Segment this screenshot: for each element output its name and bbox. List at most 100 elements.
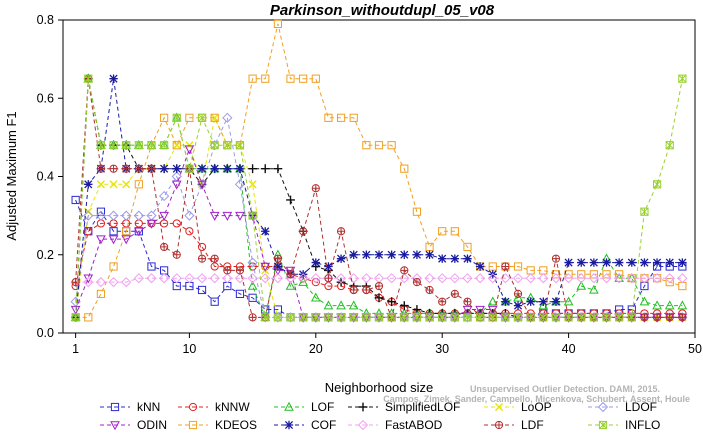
data-point-kdeos xyxy=(172,141,181,150)
data-point-knn xyxy=(197,285,207,295)
x-tick-label: 1 xyxy=(72,342,79,356)
legend-item-cof: COF xyxy=(274,418,336,432)
data-point-cof xyxy=(412,250,422,259)
data-point-kdeos xyxy=(109,262,118,271)
data-point-cof xyxy=(665,258,674,267)
data-point-cof xyxy=(602,258,611,267)
data-point-ldf xyxy=(551,254,561,263)
data-point-inflo xyxy=(160,141,169,150)
data-point-lof xyxy=(487,296,498,306)
data-point-ldf xyxy=(463,297,472,306)
data-point-fastabod xyxy=(386,273,397,284)
x-tick-label: 10 xyxy=(182,342,196,356)
data-point-inflo xyxy=(564,313,573,322)
data-point-ldof xyxy=(234,179,246,190)
data-point-cof xyxy=(324,262,333,271)
data-point-odin xyxy=(235,211,245,221)
data-point-fastabod xyxy=(348,273,359,284)
data-point-ldf xyxy=(248,313,257,322)
data-point-lof xyxy=(285,280,296,290)
data-point-kdeos xyxy=(425,242,434,252)
legend-item-lof: LOF xyxy=(274,400,334,414)
data-point-knnw xyxy=(210,262,219,271)
data-point-cof xyxy=(678,258,687,267)
data-point-odin xyxy=(83,274,94,284)
data-point-kdeos xyxy=(412,207,422,216)
data-point-cof xyxy=(589,258,599,267)
data-point-inflo xyxy=(438,313,447,322)
data-point-fastabod xyxy=(361,273,372,284)
data-point-knn xyxy=(147,262,156,271)
legend-label: ODIN xyxy=(137,418,167,432)
data-point-kdeos xyxy=(615,270,624,279)
data-point-fastabod xyxy=(651,273,663,284)
data-point-cof xyxy=(387,250,396,259)
series-knnw xyxy=(71,219,687,318)
data-point-ldf xyxy=(210,254,219,263)
data-point-inflo xyxy=(109,141,118,150)
data-point-inflo xyxy=(412,313,422,322)
series-inflo xyxy=(71,74,687,322)
legend-label: LoOP xyxy=(521,400,552,414)
data-point-ldf xyxy=(336,227,346,236)
data-point-ldf xyxy=(349,285,358,295)
data-point-inflo xyxy=(665,141,674,150)
data-point-inflo xyxy=(336,313,346,322)
data-point-cof xyxy=(627,258,636,267)
series-fastabod xyxy=(70,273,688,288)
y-axis-label: Adjusted Maximum F1 xyxy=(4,111,19,240)
data-point-lof xyxy=(323,300,334,310)
data-point-kdeos xyxy=(336,113,346,122)
data-point-ldf xyxy=(273,254,282,263)
data-point-knnw xyxy=(185,227,194,236)
data-point-ldf xyxy=(513,289,523,298)
data-point-lof xyxy=(247,280,258,290)
data-point-inflo xyxy=(551,313,561,322)
data-point-lof xyxy=(639,296,650,306)
data-point-cof xyxy=(336,254,346,263)
legend-marker xyxy=(284,420,294,430)
legend-label: KDEOS xyxy=(215,418,257,432)
legend-item-ldof: LDOF xyxy=(588,400,657,414)
credit-line-1: Unsupervised Outlier Detection. DAMI, 20… xyxy=(470,384,660,394)
x-tick-label: 40 xyxy=(562,342,576,356)
data-point-cof xyxy=(614,258,624,267)
data-point-ldf xyxy=(425,285,434,295)
data-point-cof xyxy=(438,254,447,263)
data-point-kdeos xyxy=(286,74,295,83)
data-point-inflo xyxy=(122,141,131,150)
data-point-fastabod xyxy=(576,273,587,284)
data-point-lof xyxy=(336,300,346,310)
data-point-ldf xyxy=(311,184,320,193)
data-point-lof xyxy=(310,292,321,302)
legend-marker xyxy=(598,420,608,430)
data-point-fastabod xyxy=(550,273,562,284)
data-point-inflo xyxy=(400,313,409,322)
data-point-inflo xyxy=(71,313,80,322)
data-point-fastabod xyxy=(222,273,233,284)
x-tick-label: 20 xyxy=(309,342,323,356)
data-point-kdeos xyxy=(387,141,396,150)
data-point-fastabod xyxy=(159,273,170,284)
series-line-odin xyxy=(75,147,683,318)
legend-marker xyxy=(188,402,198,412)
data-point-cof xyxy=(235,164,245,173)
data-point-inflo xyxy=(374,313,384,322)
data-point-inflo xyxy=(134,141,143,150)
data-point-fastabod xyxy=(146,273,157,284)
legend-label: LDOF xyxy=(625,400,657,414)
data-point-kdeos xyxy=(96,289,106,298)
data-point-cof xyxy=(539,297,548,306)
data-point-odin xyxy=(70,305,81,315)
data-point-odin xyxy=(134,227,144,237)
legend-item-inflo: INFLO xyxy=(588,418,660,432)
data-point-fastabod xyxy=(298,273,309,284)
data-point-lof xyxy=(298,276,308,286)
x-tick-label: 50 xyxy=(688,342,702,356)
data-point-knnw xyxy=(197,242,207,252)
data-point-inflo xyxy=(235,141,245,150)
legend: kNN kNNW LOF SimplifiedLOF LoOP LDOF ODIN KDEOS… xyxy=(100,400,660,432)
data-point-ldf xyxy=(286,270,295,279)
data-point-inflo xyxy=(539,313,548,322)
data-point-inflo xyxy=(627,313,636,322)
